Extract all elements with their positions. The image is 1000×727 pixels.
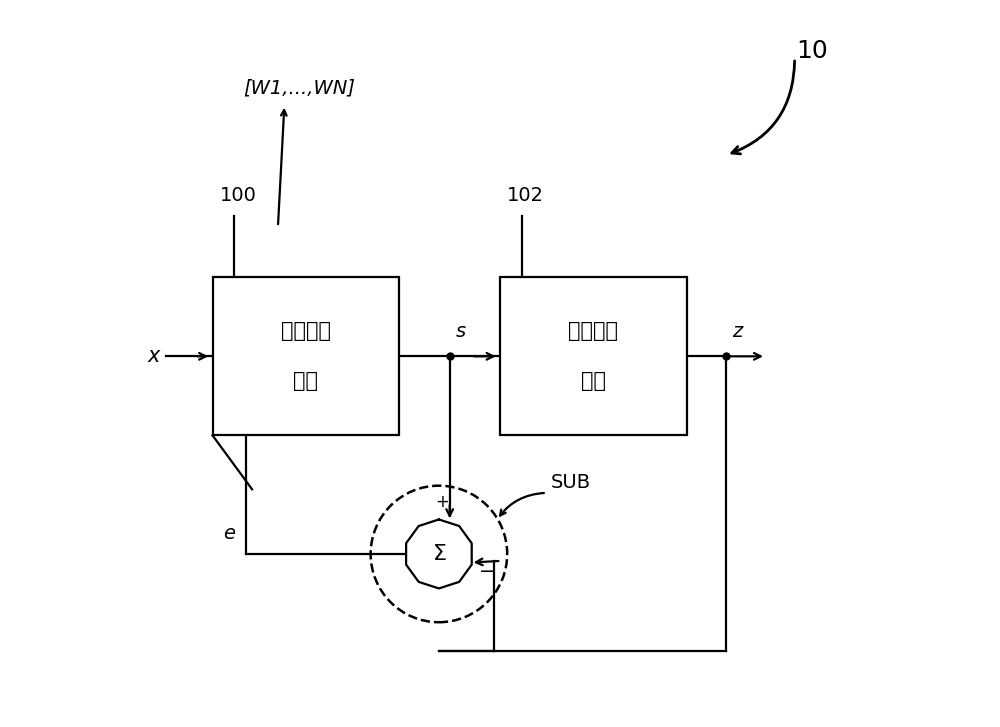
Text: $\Sigma$: $\Sigma$: [432, 544, 446, 564]
Text: 电路: 电路: [293, 371, 318, 391]
Text: x: x: [148, 346, 160, 366]
Text: z: z: [732, 321, 742, 340]
Text: e: e: [223, 524, 235, 543]
Text: [W1,...,WN]: [W1,...,WN]: [243, 79, 355, 97]
Bar: [213, 277, 399, 435]
Text: 误差反馈: 误差反馈: [281, 321, 331, 341]
Polygon shape: [406, 520, 472, 588]
Text: −: −: [479, 562, 496, 581]
Text: 100: 100: [220, 186, 257, 206]
Text: +: +: [436, 493, 449, 511]
Text: 符元判断: 符元判断: [568, 321, 618, 341]
Text: SUB: SUB: [550, 473, 590, 491]
Text: 10: 10: [797, 39, 828, 63]
Text: 102: 102: [507, 186, 544, 206]
Bar: [500, 277, 687, 435]
Text: s: s: [455, 321, 466, 340]
Text: 电路: 电路: [581, 371, 606, 391]
